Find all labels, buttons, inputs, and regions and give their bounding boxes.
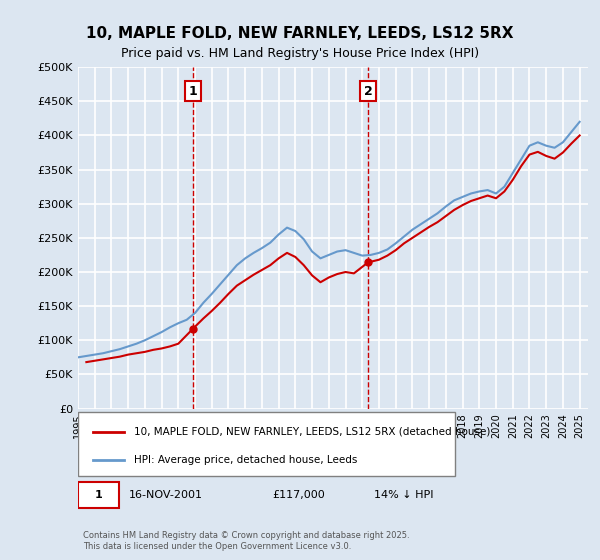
Text: 2: 2 — [364, 85, 373, 97]
Text: 1: 1 — [188, 85, 197, 97]
Text: 14% ↓ HPI: 14% ↓ HPI — [374, 490, 433, 500]
Text: £117,000: £117,000 — [272, 490, 325, 500]
FancyBboxPatch shape — [78, 412, 455, 476]
Text: HPI: Average price, detached house, Leeds: HPI: Average price, detached house, Leed… — [134, 455, 358, 465]
Text: Price paid vs. HM Land Registry's House Price Index (HPI): Price paid vs. HM Land Registry's House … — [121, 46, 479, 60]
Text: 10, MAPLE FOLD, NEW FARNLEY, LEEDS, LS12 5RX: 10, MAPLE FOLD, NEW FARNLEY, LEEDS, LS12… — [86, 26, 514, 41]
Text: 10, MAPLE FOLD, NEW FARNLEY, LEEDS, LS12 5RX (detached house): 10, MAPLE FOLD, NEW FARNLEY, LEEDS, LS12… — [134, 427, 490, 437]
Text: 1: 1 — [95, 490, 102, 500]
FancyBboxPatch shape — [78, 482, 119, 508]
Text: 16-NOV-2001: 16-NOV-2001 — [129, 490, 203, 500]
Text: Contains HM Land Registry data © Crown copyright and database right 2025.
This d: Contains HM Land Registry data © Crown c… — [83, 531, 410, 550]
